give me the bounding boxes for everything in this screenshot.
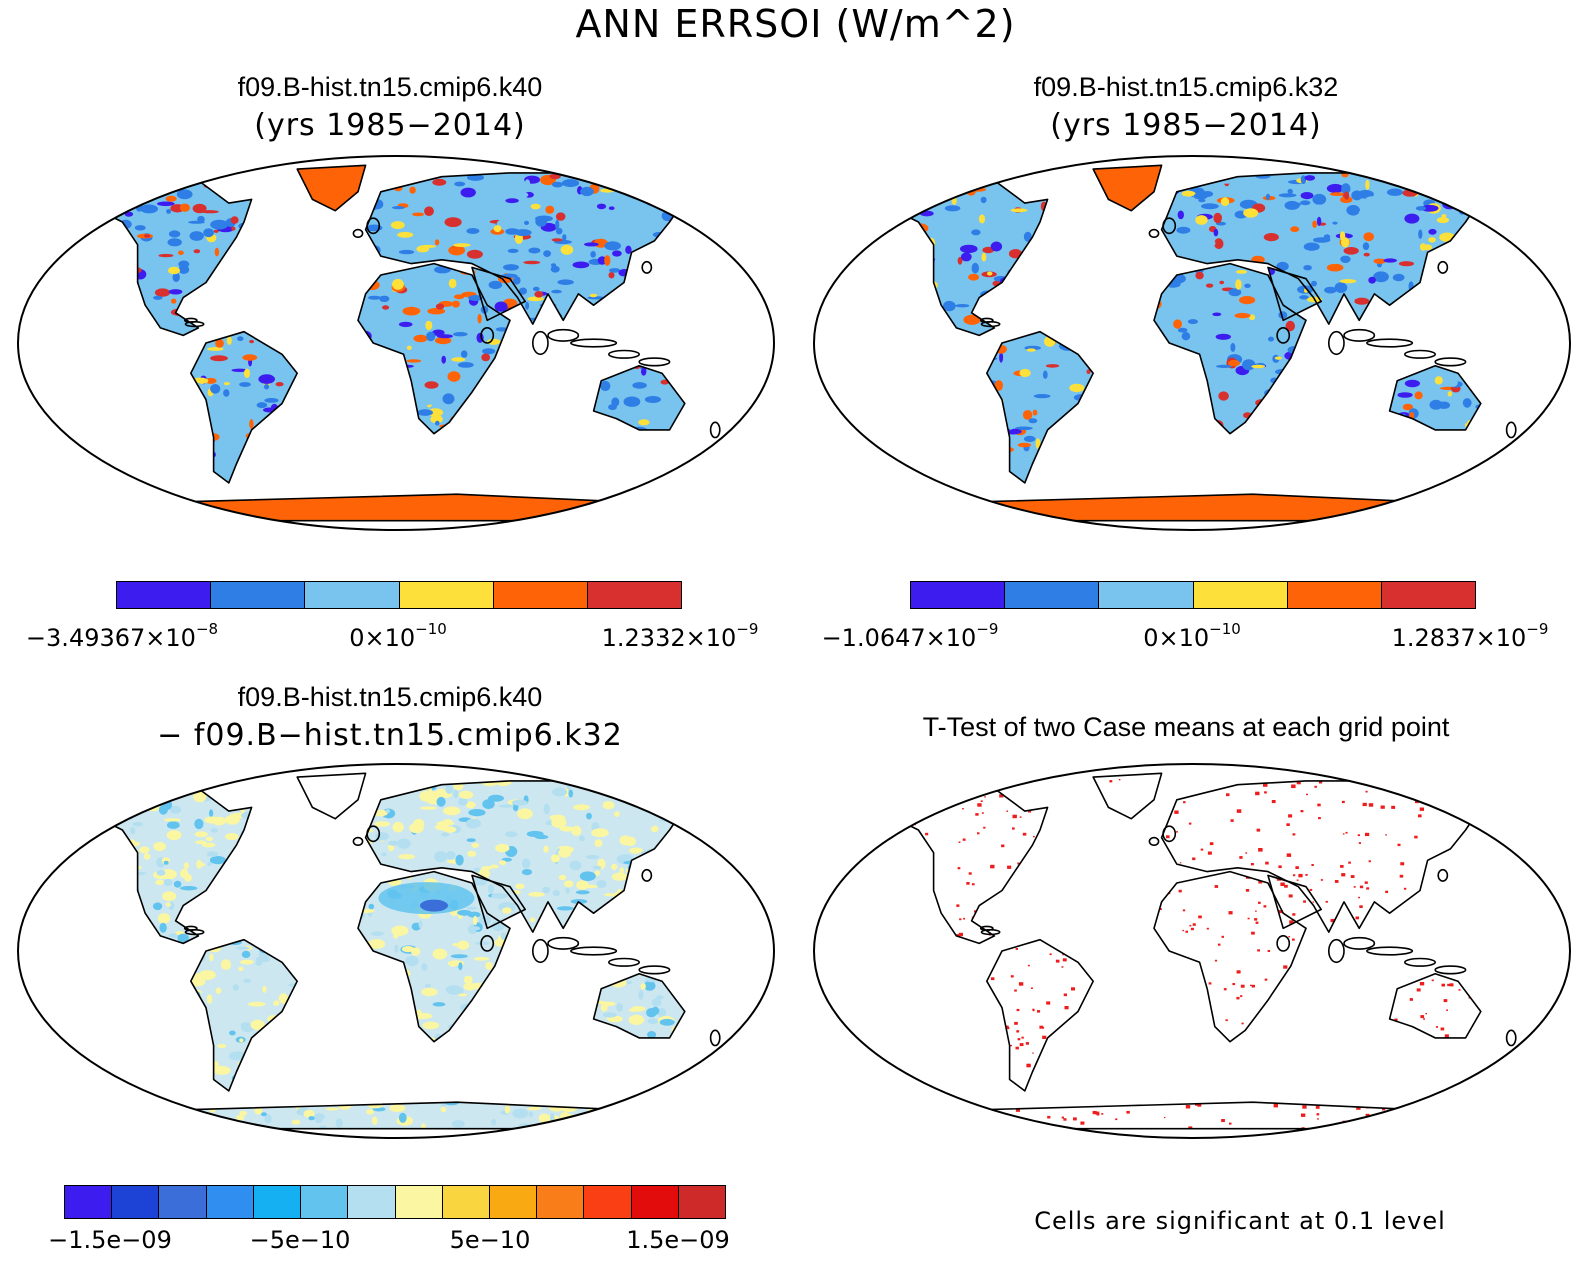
colorbar-swatch <box>911 582 1006 608</box>
colorbar-swatch <box>211 582 306 608</box>
panel-2-subtitle: (yrs 1985−2014) <box>1050 108 1322 143</box>
land-southAmerica <box>986 331 1094 483</box>
panel-1-colorbar-label-min: −3.49367×10−8 <box>25 620 219 652</box>
colorbar-swatch <box>489 1186 538 1218</box>
panel-1-colorbar-label-max: 1.2332×10−9 <box>601 620 759 652</box>
land-northAmerica <box>888 784 1048 944</box>
panel-1-colorbar <box>116 581 682 609</box>
colorbar-swatch <box>1193 582 1288 608</box>
panel-1-map <box>17 155 775 531</box>
colorbar-swatch <box>631 1186 679 1218</box>
panel-2-colorbar <box>910 581 1476 609</box>
panel-3-colorbar-label-3: 5e−10 <box>449 1226 531 1254</box>
colorbar-swatch <box>112 1186 160 1218</box>
land-arabia <box>1268 267 1322 321</box>
colorbar-swatch <box>65 1186 113 1218</box>
panel-2-colorbar-label-mid: 0×10−10 <box>1143 620 1241 652</box>
coastlines <box>91 164 721 522</box>
panel-3-colorbar <box>64 1185 726 1219</box>
map-border <box>17 763 775 1139</box>
panel-3-subtitle: − f09.B−hist.tn15.cmip6.k32 <box>157 718 623 753</box>
land-southAmerica <box>190 939 298 1091</box>
map-border <box>813 155 1571 531</box>
colorbar-swatch <box>1099 582 1194 608</box>
map-border <box>813 763 1571 1139</box>
ttest-footnote: Cells are significant at 0.1 level <box>1034 1207 1446 1235</box>
colorbar-swatch <box>1287 582 1382 608</box>
colorbar-swatch <box>159 1186 207 1218</box>
colorbar-swatch <box>678 1186 726 1218</box>
panel-1-subtitle: (yrs 1985−2014) <box>254 108 526 143</box>
colorbar-swatch <box>395 1186 443 1218</box>
land-southAmerica <box>190 331 298 483</box>
panel-2-map <box>813 155 1571 531</box>
land-antarctica <box>979 1102 1428 1129</box>
land-eurasia <box>1161 172 1489 325</box>
panel-1-title: f09.B-hist.tn15.cmip6.k40 <box>237 72 543 102</box>
panel-3-map <box>17 763 775 1139</box>
land-arabia <box>1268 875 1322 929</box>
colorbar-swatch <box>1005 582 1100 608</box>
panel-2-colorbar-label-min: −1.0647×10−9 <box>821 620 999 652</box>
panel-4-title: T-Test of two Case means at each grid po… <box>922 712 1450 742</box>
land-southAmerica <box>986 939 1094 1091</box>
colorbar-swatch <box>493 582 588 608</box>
colorbar-swatch <box>1381 582 1476 608</box>
land-eurasia <box>1161 780 1489 933</box>
panel-1-colorbar-label-mid: 0×10−10 <box>349 620 447 652</box>
colorbar-swatch <box>301 1186 349 1218</box>
colorbar-swatch <box>348 1186 396 1218</box>
colorbar-swatch <box>117 582 212 608</box>
land-australia <box>1389 973 1481 1038</box>
sahara-anomaly-core <box>420 899 448 912</box>
panel-4-map <box>813 763 1571 1139</box>
colorbar-swatch <box>442 1186 490 1218</box>
sahara-anomaly <box>378 882 475 915</box>
land-eurasia <box>365 172 693 325</box>
panel-3-colorbar-label-1: −1.5e−09 <box>48 1226 172 1254</box>
antarctica-fill <box>183 494 632 521</box>
panel-3-title: f09.B-hist.tn15.cmip6.k40 <box>237 682 543 712</box>
colorbar-swatch <box>206 1186 254 1218</box>
panel-3-colorbar-label-2: −5e−10 <box>249 1226 351 1254</box>
colorbar-swatch <box>253 1186 302 1218</box>
colorbar-swatch <box>537 1186 585 1218</box>
panel-2-colorbar-label-max: 1.2837×10−9 <box>1391 620 1549 652</box>
colorbar-swatch <box>399 582 494 608</box>
colorbar-swatch <box>587 582 682 608</box>
map-border <box>17 155 775 531</box>
figure-title: ANN ERRSOI (W/m^2) <box>575 2 1016 46</box>
colorbar-swatch <box>305 582 400 608</box>
panel-2-title: f09.B-hist.tn15.cmip6.k32 <box>1033 72 1339 102</box>
antarctica-fill <box>979 494 1428 521</box>
land-northAmerica <box>92 784 252 944</box>
panel-3-colorbar-label-4: 1.5e−09 <box>626 1226 730 1254</box>
colorbar-swatch <box>584 1186 632 1218</box>
